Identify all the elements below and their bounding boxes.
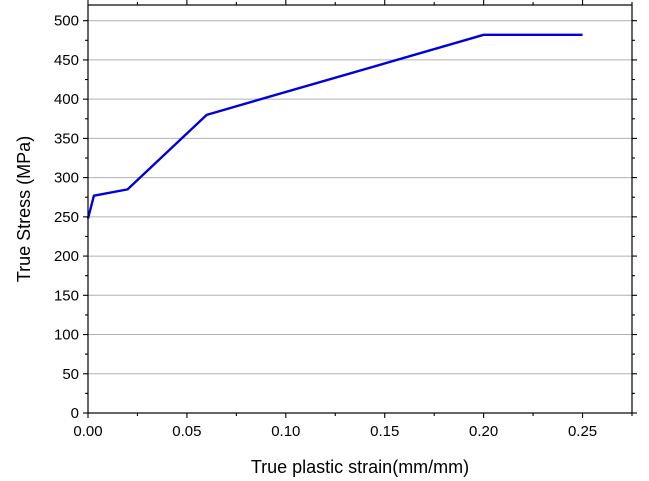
series-line-0 (86, 33, 583, 219)
y-tick-label: 400 (54, 91, 79, 108)
x-tick-label: 0.10 (271, 423, 300, 440)
y-tick-label: 250 (54, 209, 79, 226)
y-tick-label: 50 (62, 366, 79, 383)
y-tick-label: 500 (54, 13, 79, 30)
x-axis: 0.00 0.05 0.10 0.15 0.20 0.25 (73, 0, 633, 440)
y-tick-label: 300 (54, 170, 79, 187)
plot-frame (87, 4, 633, 414)
series-layer (86, 33, 583, 219)
y-axis: 0 50 100 150 200 250 300 350 400 450 500 (54, 13, 637, 422)
x-tick-label: 0.15 (370, 423, 399, 440)
x-axis-title: True plastic strain(mm/mm) (251, 457, 469, 477)
x-tick-label: 0.25 (568, 423, 597, 440)
y-tick-label: 100 (54, 327, 79, 344)
y-tick-label: 350 (54, 130, 79, 147)
grid-lines (88, 20, 632, 375)
x-tick-label: 0.05 (172, 423, 201, 440)
x-tick-label: 0.20 (469, 423, 498, 440)
y-tick-label: 150 (54, 287, 79, 304)
y-tick-label: 200 (54, 248, 79, 265)
y-axis-title: True Stress (MPa) (14, 136, 34, 282)
x-tick-label: 0.00 (73, 423, 102, 440)
y-tick-label: 450 (54, 52, 79, 69)
y-tick-label: 0 (71, 405, 79, 422)
